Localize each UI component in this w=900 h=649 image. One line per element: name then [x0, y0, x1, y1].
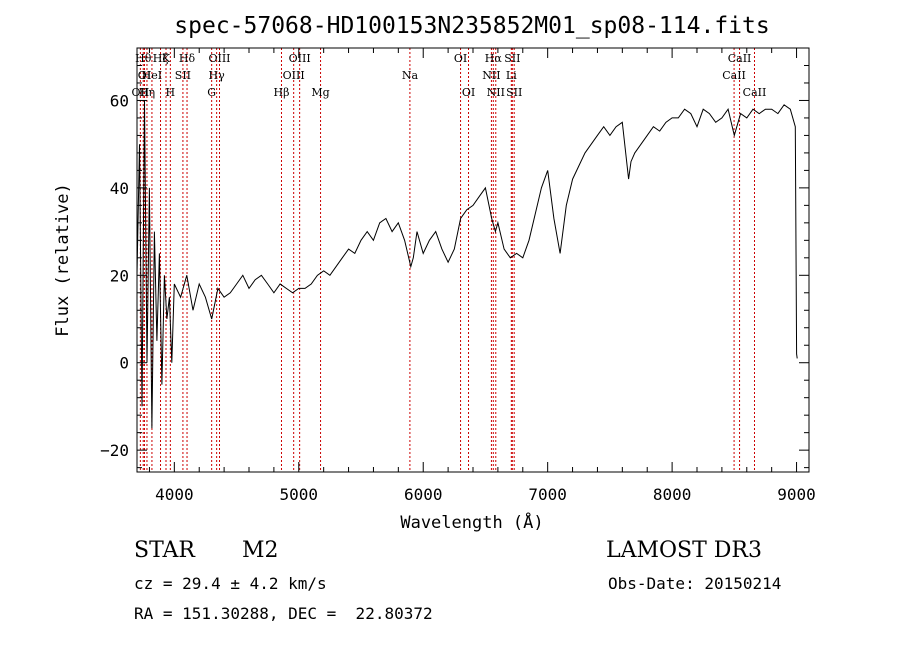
line-marker-label: OIII: [283, 69, 305, 82]
survey-name: LAMOST DR3: [606, 538, 762, 563]
x-tick-label: 6000: [404, 485, 443, 504]
sky-coordinates: RA = 151.30288, DEC = 22.80372: [134, 604, 433, 623]
line-marker-label: NII: [487, 86, 505, 99]
line-marker-label: Mg: [311, 86, 329, 99]
y-tick-label: 60: [110, 91, 129, 110]
line-marker-label: Hθ: [135, 52, 152, 65]
line-marker-label: CaII: [722, 69, 746, 82]
x-axis-ticks: 4000 5000 6000 7000 8000 9000: [148, 48, 816, 504]
redshift-velocity: cz = 29.4 ± 4.2 km/s: [134, 574, 327, 593]
line-marker-label: K: [162, 52, 171, 65]
line-marker-label: OI: [462, 86, 475, 99]
plot-frame: [136, 47, 810, 473]
line-marker-label: Hη: [139, 86, 155, 99]
line-marker-label: CaII: [743, 86, 767, 99]
line-marker-label: Hζ: [153, 52, 169, 65]
line-marker-label: NII: [482, 69, 500, 82]
x-tick-label: 8000: [653, 485, 692, 504]
line-marker-label: CaII: [728, 52, 752, 65]
line-marker-label: OII: [132, 86, 150, 99]
line-marker-label: H: [166, 86, 176, 99]
line-marker-label: Hγ: [209, 69, 226, 82]
line-marker-label: Na: [402, 69, 419, 82]
observation-date: Obs-Date: 20150214: [608, 574, 782, 593]
spectrum-series-line: [136, 100, 798, 429]
line-marker-label: Hδ: [179, 52, 196, 65]
line-marker-label: Hβ: [274, 86, 290, 99]
y-tick-label: −20: [100, 441, 129, 460]
line-marker-label: SII: [506, 86, 522, 99]
y-tick-label: 40: [110, 179, 129, 198]
y-tick-label: 20: [110, 266, 129, 285]
x-tick-label: 4000: [155, 485, 194, 504]
line-marker-label: SII: [175, 69, 191, 82]
x-axis-label: Wavelength (Å): [400, 511, 543, 533]
x-tick-label: 5000: [280, 485, 319, 504]
chart-title: spec-57068-HD100153N235852M01_sp08-114.f…: [174, 13, 769, 39]
x-tick-label: 9000: [777, 485, 816, 504]
spectral-line-markers: [139, 48, 755, 472]
x-tick-label: 7000: [528, 485, 567, 504]
line-marker-label: OIII: [289, 52, 311, 65]
y-axis-ticks: −20 0 20 40 60: [100, 47, 809, 469]
line-marker-label: Hα: [485, 52, 503, 65]
spectral-line-labels: OII Hθ OI Hη HeI HζK H SII Hδ G Hγ OIII Hβ OIII OIII Mg…: [132, 52, 767, 99]
line-marker-label: OIII: [208, 52, 230, 65]
line-marker-label: SII: [504, 52, 520, 65]
object-type: STAR: [134, 538, 195, 563]
line-marker-label: OI: [454, 52, 467, 65]
y-axis-label: Flux (relative): [53, 183, 73, 337]
line-marker-label: HeI: [142, 69, 162, 82]
line-marker-label: G: [207, 86, 216, 99]
y-tick-label: 0: [119, 354, 129, 373]
line-marker-label: OI: [138, 69, 151, 82]
line-marker-label: Li: [506, 69, 517, 82]
spectral-subclass: M2: [242, 538, 279, 563]
